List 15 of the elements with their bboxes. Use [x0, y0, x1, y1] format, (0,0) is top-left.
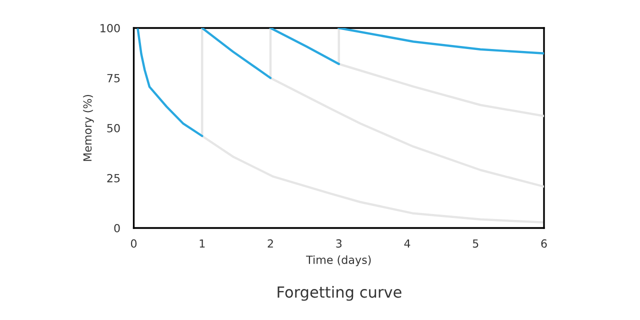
text: Forgetting curve [278, 286, 402, 301]
x-tick-label: 2 [268, 239, 273, 248]
y-axis-title: Memory (%) [83, 94, 94, 161]
x-tick-label: 6 [541, 239, 547, 248]
y-tick-label: 0 [114, 224, 120, 232]
x-tick-label: 1 [200, 239, 205, 248]
y-tick-label: 25 [107, 174, 120, 182]
y-tick-label: 75 [107, 74, 120, 82]
x-tick-label: 0 [130, 239, 137, 248]
x-tick-label: 4 [404, 239, 410, 248]
x-axis-title: Time (days) [306, 255, 371, 266]
x-tick-label: 3 [336, 239, 342, 248]
x-tick-label: 5 [472, 239, 478, 248]
y-tick-label: 50 [107, 124, 120, 132]
y-tick-label: 100 [100, 24, 120, 32]
